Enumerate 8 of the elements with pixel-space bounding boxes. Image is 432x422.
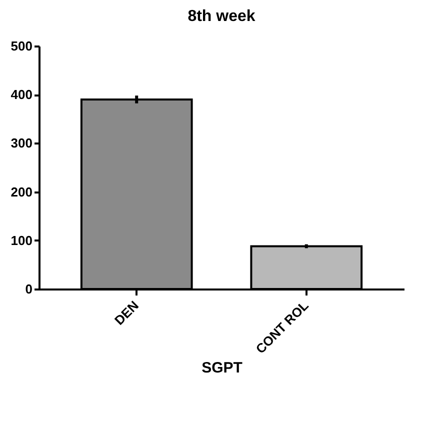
y-tick-label: 100	[10, 232, 32, 248]
y-tick-label: 200	[10, 184, 32, 200]
chart-title: 8th week	[188, 8, 256, 25]
y-tick-label: 500	[10, 38, 32, 54]
y-tick-label: 400	[10, 87, 32, 102]
y-tick-label: 0	[25, 282, 32, 296]
x-axis-title: SGPT	[202, 359, 242, 376]
y-tick-label: 300	[10, 136, 32, 151]
